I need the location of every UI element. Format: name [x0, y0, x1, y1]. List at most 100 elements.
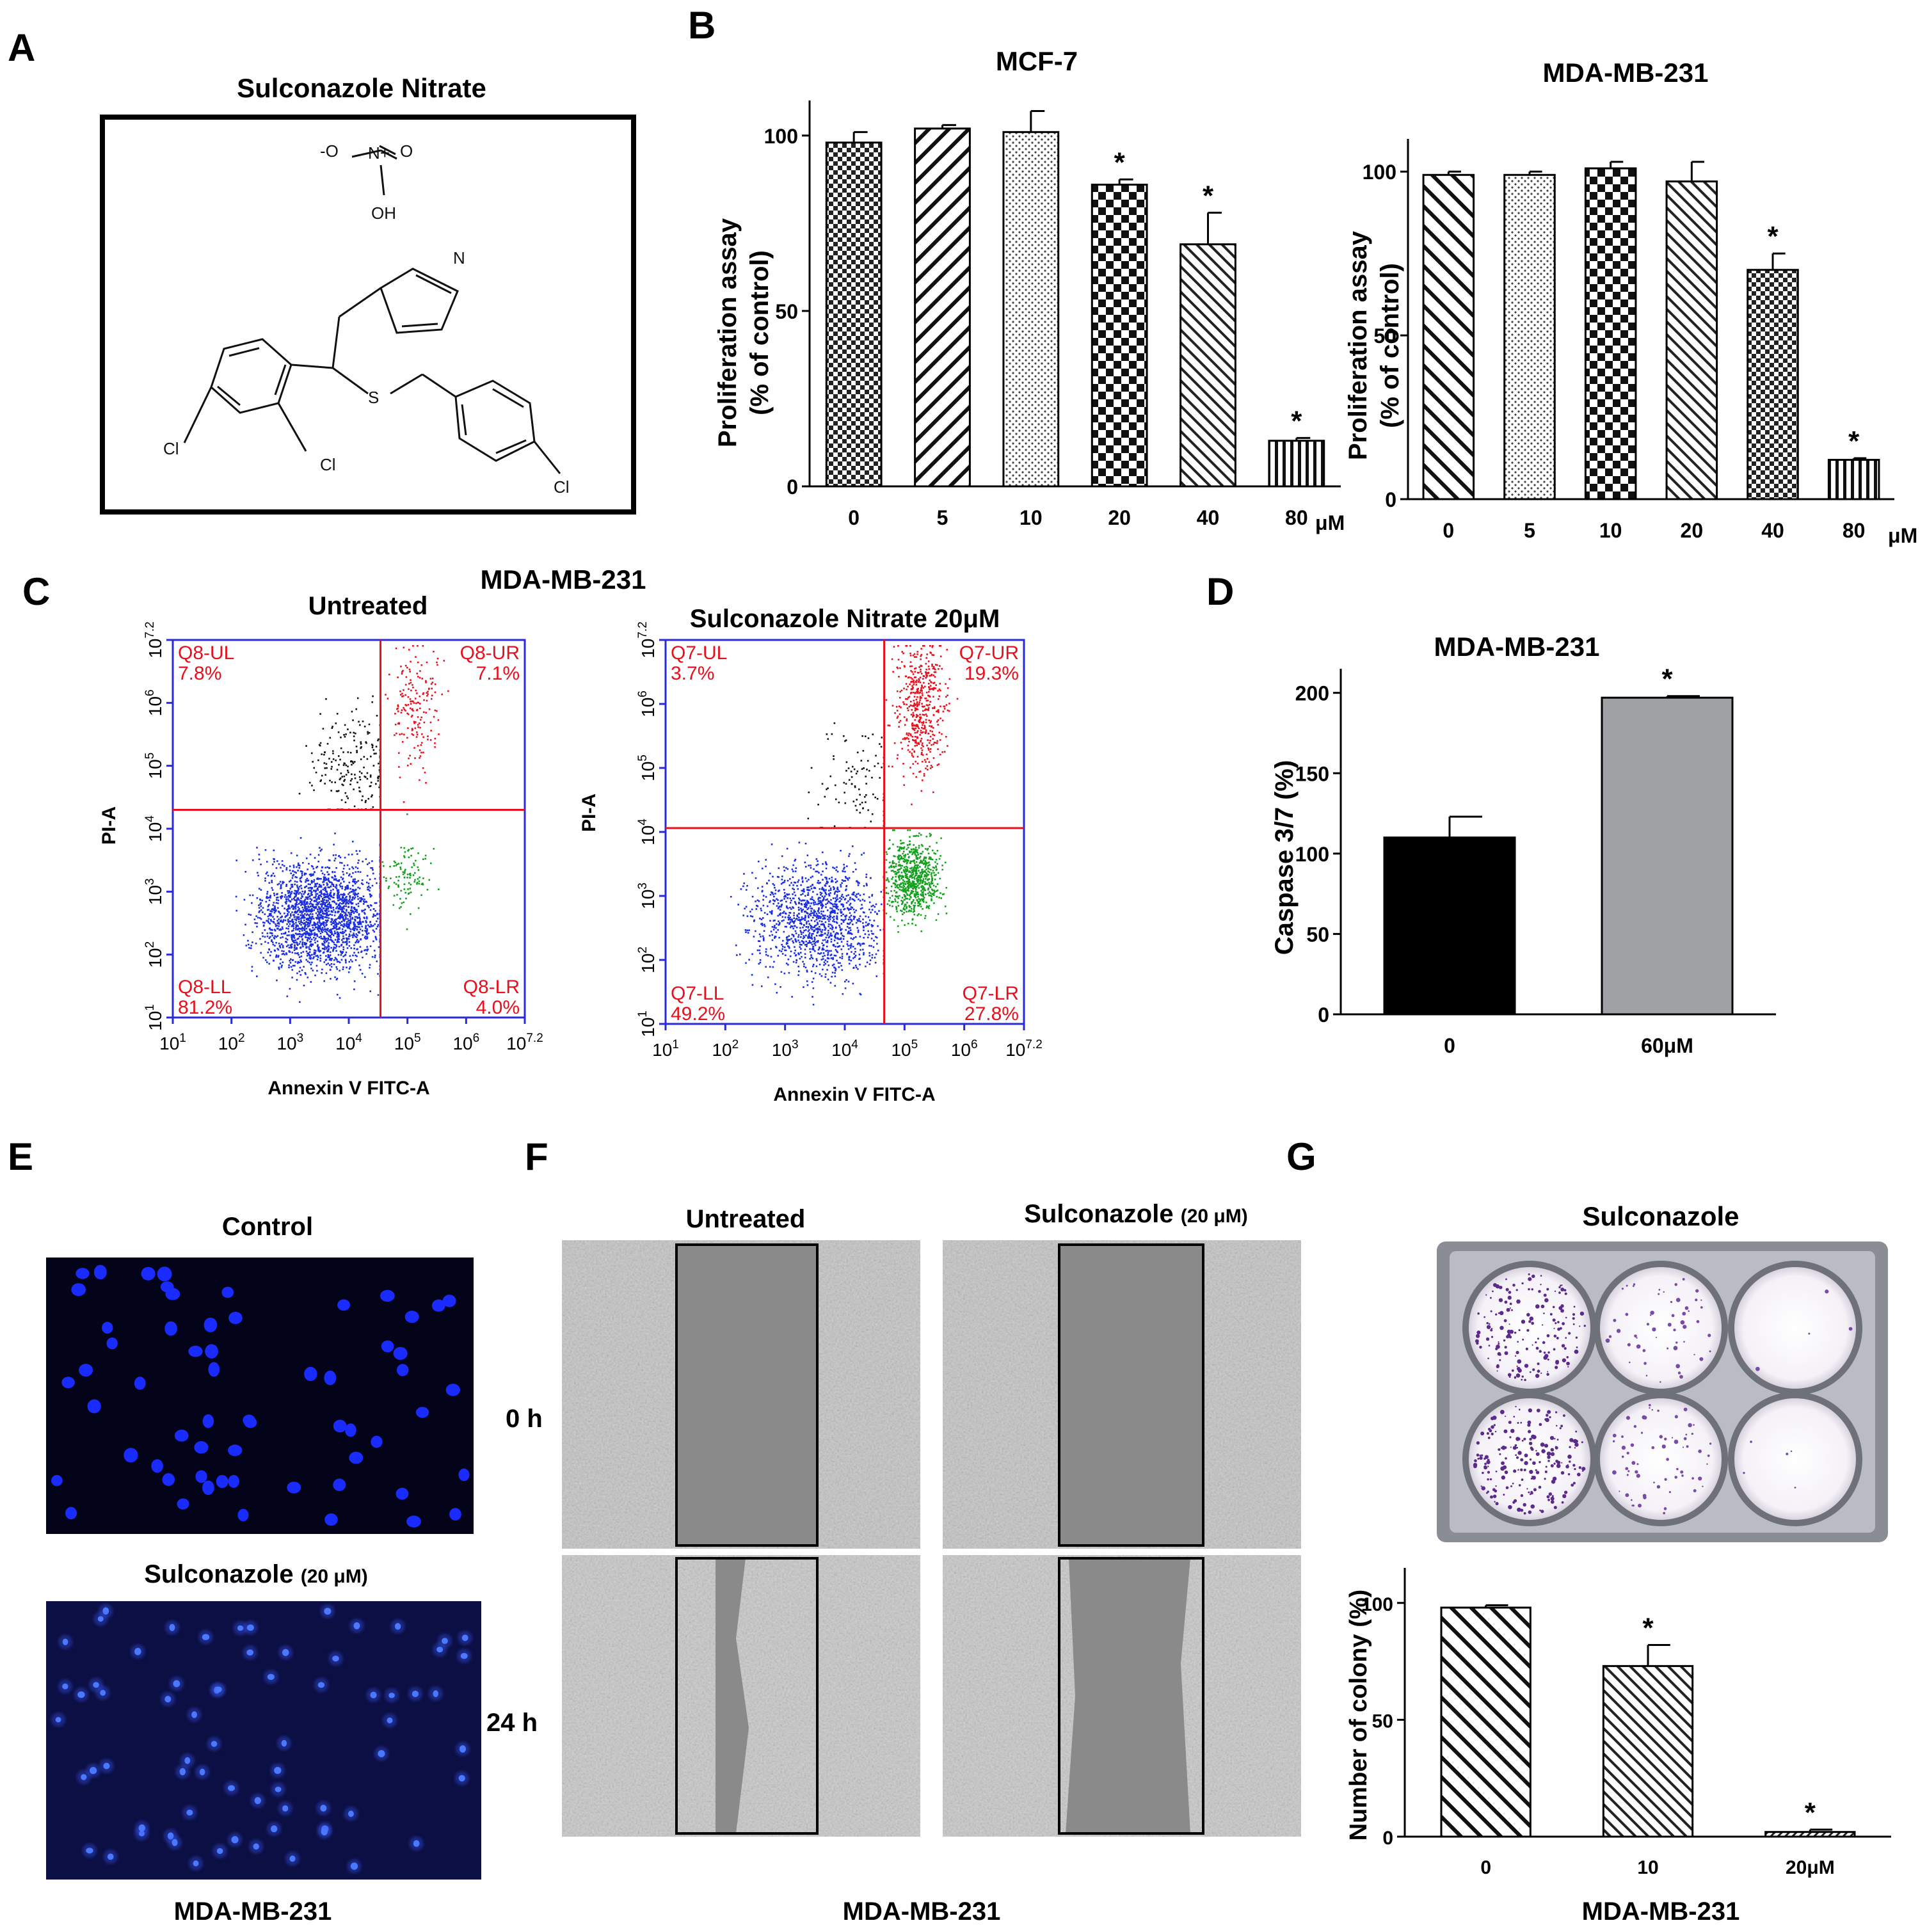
flow-event [329, 906, 332, 909]
flow-event [911, 874, 914, 876]
flow-event [907, 829, 909, 831]
flow-event [332, 750, 334, 752]
flow-event [901, 875, 903, 877]
flow-event [250, 945, 252, 946]
flow-event [902, 869, 905, 871]
flow-event [329, 939, 332, 941]
flow-event [282, 864, 284, 866]
flow-event [296, 972, 298, 975]
flow-event [913, 876, 915, 879]
flow-event [269, 910, 271, 913]
flow-event [326, 939, 328, 942]
flow-event [289, 944, 292, 946]
flow-event [831, 903, 834, 906]
flow-event [931, 879, 933, 882]
flow-event [344, 801, 347, 804]
flow-event [321, 916, 323, 918]
flow-event [753, 920, 755, 922]
flow-event [902, 890, 905, 891]
flow-event [422, 711, 425, 714]
flow-event [871, 893, 874, 896]
flow-event [344, 763, 346, 765]
flow-event [341, 907, 343, 910]
flow-event [278, 943, 280, 945]
flow-event [344, 912, 347, 914]
flow-event [816, 940, 818, 943]
panel-label-b: B [688, 4, 716, 47]
flow-event [320, 900, 323, 902]
flow-event [913, 904, 915, 907]
flow-event [419, 726, 421, 729]
flow-event [875, 936, 877, 938]
flow-event [856, 770, 859, 772]
flow-event [289, 913, 292, 915]
flow-event [308, 961, 310, 964]
flow-event [295, 925, 298, 928]
flow-event [322, 900, 324, 903]
flow-event [285, 868, 288, 871]
flow-event [798, 842, 801, 843]
flow-event [323, 923, 325, 925]
flow-event [817, 863, 819, 866]
flow-event [335, 945, 338, 948]
flow-event [312, 913, 314, 915]
flow-event [310, 963, 312, 966]
flow-event [341, 897, 344, 899]
flow-event [812, 1003, 815, 1006]
flow-event [360, 923, 362, 925]
flow-event [324, 866, 326, 869]
flow-event [401, 902, 403, 904]
flow-event [298, 928, 300, 930]
flow-event [835, 897, 836, 899]
flow-event [305, 936, 307, 939]
flow-event [287, 925, 290, 927]
flow-event [921, 880, 924, 882]
flow-event [299, 891, 301, 894]
flow-event [838, 938, 840, 940]
flow-event [404, 710, 406, 712]
flow-event [799, 927, 801, 929]
flow-event [375, 783, 377, 785]
flow-event [812, 932, 814, 935]
flow-event [332, 896, 334, 898]
flow-event [369, 925, 371, 928]
flow-event [875, 903, 877, 906]
flow-event [770, 948, 772, 950]
flow-event [842, 934, 844, 937]
flow-event [835, 881, 837, 884]
flow-event [904, 868, 907, 870]
flow-event [372, 765, 375, 767]
flow-event [841, 957, 844, 959]
flow-event [275, 941, 277, 944]
flow-event [911, 849, 913, 851]
flow-event [315, 933, 317, 936]
flow-event [288, 907, 291, 909]
flow-event [285, 902, 287, 905]
flow-event [281, 860, 284, 862]
flow-event [892, 843, 894, 845]
flow-event [821, 888, 823, 890]
flow-event [801, 909, 803, 912]
flow-event [298, 792, 301, 795]
flow-event [343, 905, 346, 907]
flow-event [280, 937, 282, 939]
flow-event [895, 873, 898, 875]
flow-event [296, 866, 298, 868]
flow-event [916, 692, 918, 694]
flow-event [758, 949, 761, 952]
flow-event [756, 949, 759, 952]
flow-event [310, 957, 312, 959]
flow-event [790, 882, 792, 884]
flow-event [257, 872, 259, 874]
flow-event [333, 919, 335, 922]
flow-event [292, 929, 294, 932]
flow-event [344, 954, 346, 957]
flow-event [296, 978, 298, 981]
flow-event [353, 925, 356, 927]
flow-event [756, 904, 758, 907]
flow-event [859, 963, 861, 966]
flow-event [360, 741, 362, 743]
flow-event [378, 786, 380, 788]
flow-event [916, 730, 919, 732]
flow-event [829, 923, 832, 926]
